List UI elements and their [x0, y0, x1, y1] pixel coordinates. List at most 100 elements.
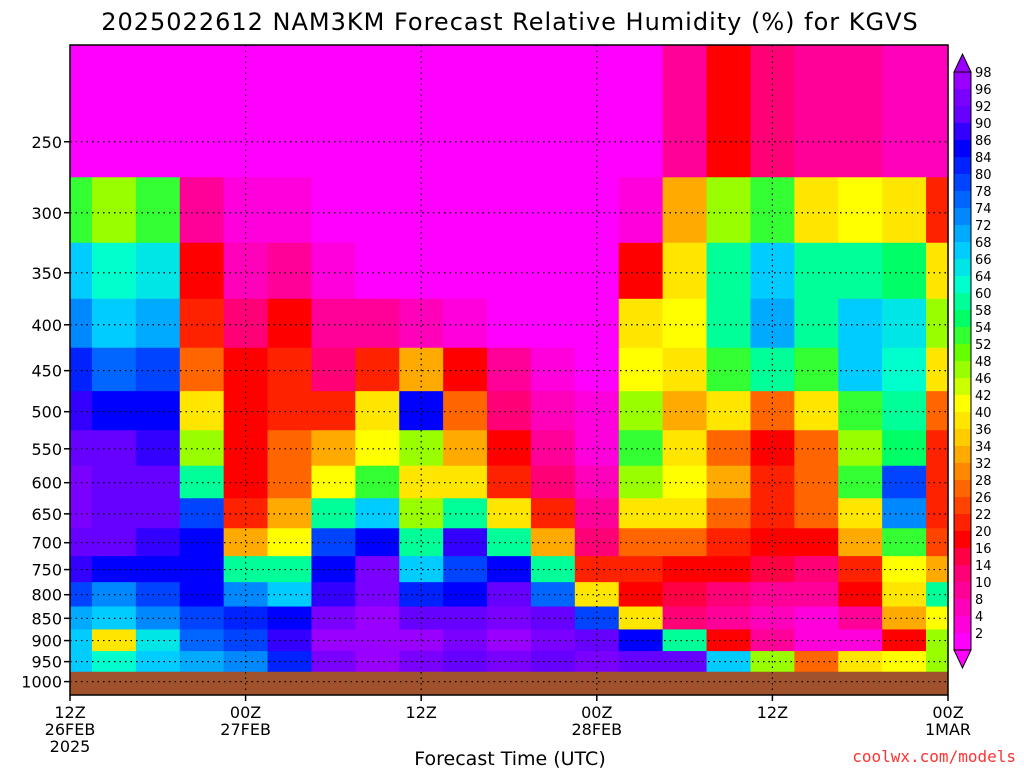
y-tick-label: 250: [31, 133, 62, 152]
x-tick-label: 12Z: [406, 703, 437, 722]
heatmap-cell: [618, 629, 664, 652]
heatmap-cell: [574, 629, 620, 652]
heatmap-cell: [618, 391, 664, 431]
colorbar-label: 16: [975, 542, 992, 557]
heatmap-cell: [706, 177, 752, 244]
heatmap-cell: [618, 651, 664, 673]
heatmap-cell: [882, 498, 927, 529]
colorbar-label: 4: [975, 610, 983, 625]
heatmap-cell: [926, 465, 949, 499]
heatmap-cell: [267, 347, 313, 392]
heatmap-cell: [794, 242, 839, 300]
heatmap-cell: [838, 347, 883, 392]
heatmap-cell: [706, 606, 752, 631]
heatmap-cell: [706, 391, 752, 431]
ground-terrain: [70, 671, 948, 695]
heatmap-cell: [882, 242, 927, 300]
heatmap-cell: [91, 45, 137, 178]
colorbar-swatch: [954, 208, 971, 226]
heatmap-cell: [135, 242, 181, 300]
colorbar-label: 48: [975, 355, 992, 370]
colorbar-swatch: [954, 446, 971, 464]
heatmap-cell: [618, 298, 664, 349]
y-tick-label: 450: [31, 362, 62, 381]
heatmap-cell: [355, 242, 400, 300]
colorbar-swatch: [954, 616, 971, 634]
colorbar-label: 34: [975, 440, 992, 455]
colorbar-swatch: [954, 89, 971, 107]
heatmap-cell: [487, 177, 532, 244]
heatmap-cell: [530, 651, 576, 673]
colorbar-swatch: [954, 276, 971, 294]
heatmap-cell: [662, 556, 708, 583]
heatmap-cell: [355, 651, 400, 673]
heatmap-cell: [838, 45, 883, 178]
heatmap-cell: [750, 465, 795, 499]
heatmap-cell: [179, 177, 225, 244]
heatmap-cell: [794, 391, 839, 431]
heatmap-cell: [179, 391, 225, 431]
heatmap-cell: [838, 242, 883, 300]
heatmap-cell: [443, 177, 488, 244]
colorbar-frame: [953, 71, 972, 651]
heatmap-cell: [706, 430, 752, 467]
heatmap-cell: [179, 45, 225, 178]
heatmap-cell: [706, 45, 752, 178]
colorbar-swatch: [954, 548, 971, 566]
heatmap-cell: [267, 629, 313, 652]
heatmap-cell: [443, 45, 488, 178]
heatmap-cell: [662, 582, 708, 608]
heatmap-cell: [618, 242, 664, 300]
colorbar-label: 58: [975, 304, 992, 319]
heatmap-cell: [838, 528, 883, 557]
credit-text[interactable]: coolwx.com/models: [852, 747, 1016, 766]
heatmap-cell: [530, 242, 576, 300]
heatmap-cell: [882, 347, 927, 392]
heatmap-cell: [487, 391, 532, 431]
colorbar-label: 80: [975, 168, 992, 183]
y-tick-label: 350: [31, 264, 62, 283]
heatmap-cell: [926, 498, 949, 529]
heatmap-cell: [311, 177, 356, 244]
heatmap-cell: [267, 177, 313, 244]
colorbar-swatch: [954, 344, 971, 362]
colorbar-label: 74: [975, 202, 992, 217]
colorbar-swatch: [954, 480, 971, 498]
heatmap-cell: [662, 498, 708, 529]
heatmap-cell: [223, 465, 269, 499]
colorbar-top-arrow-icon: [953, 52, 972, 73]
heatmap-cell: [135, 391, 181, 431]
heatmap-cell: [618, 430, 664, 467]
heatmap-cell: [618, 528, 664, 557]
heatmap-cell: [794, 651, 839, 673]
colorbar-swatch: [954, 191, 971, 209]
heatmap-cell: [794, 465, 839, 499]
heatmap-cell: [91, 347, 137, 392]
heatmap-cell: [750, 298, 795, 349]
heatmap-cell: [618, 45, 664, 178]
colorbar-label: 36: [975, 423, 992, 438]
heatmap-cell: [838, 465, 883, 499]
heatmap-cell: [662, 298, 708, 349]
heatmap-cell: [794, 347, 839, 392]
heatmap-cell: [794, 177, 839, 244]
heatmap-cell: [487, 298, 532, 349]
colorbar-label: 2: [975, 627, 983, 642]
y-tick-label: 950: [31, 653, 62, 672]
heatmap-cell: [706, 242, 752, 300]
heatmap-cell: [838, 498, 883, 529]
heatmap-cell: [135, 177, 181, 244]
heatmap-cell: [223, 582, 269, 608]
heatmap-cell: [750, 629, 795, 652]
heatmap-cell: [794, 606, 839, 631]
heatmap-cell: [355, 45, 400, 178]
heatmap-cell: [750, 582, 795, 608]
colorbar-swatch: [954, 565, 971, 583]
heatmap-cell: [926, 45, 949, 178]
heatmap-cell: [91, 242, 137, 300]
heatmap-cell: [311, 45, 356, 178]
heatmap-cell: [838, 430, 883, 467]
heatmap-cell: [794, 45, 839, 178]
colorbar-swatch: [954, 327, 971, 345]
heatmap-cell: [355, 177, 400, 244]
